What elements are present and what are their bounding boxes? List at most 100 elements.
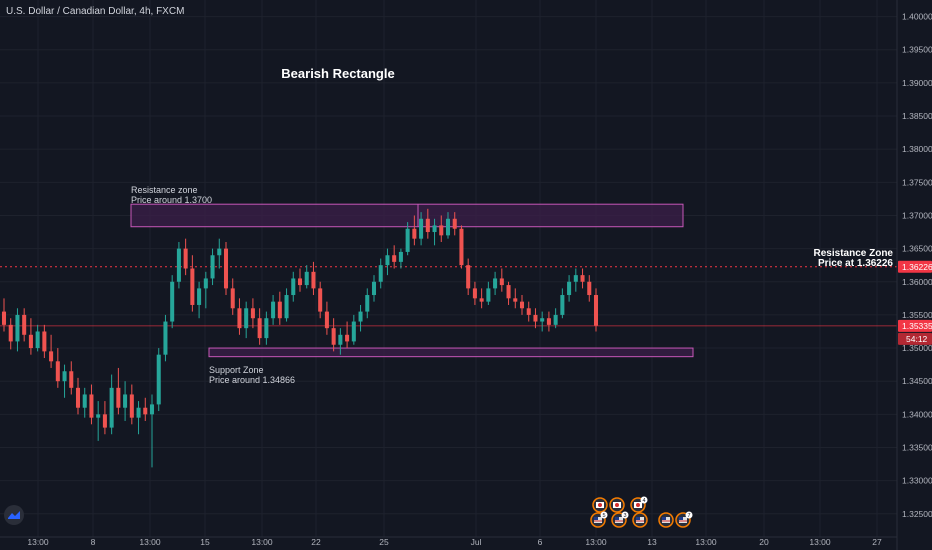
candle: [459, 225, 464, 269]
flag-us-icon[interactable]: 5: [590, 511, 608, 528]
candle: [311, 261, 316, 296]
candle: [553, 308, 558, 329]
candle: [8, 318, 13, 350]
candle: [237, 298, 242, 335]
candle: [109, 374, 114, 435]
candle: [28, 318, 33, 355]
candle: [533, 308, 538, 329]
current-price-badge[interactable]: 1.35335: [898, 319, 932, 332]
price-tick-label: 1.32500: [902, 509, 932, 519]
price-tick-label: 1.39500: [902, 45, 932, 55]
time-tick-label: 13:00: [27, 537, 49, 547]
candle: [385, 248, 390, 276]
time-tick-label: 13:00: [139, 537, 161, 547]
candle: [493, 271, 498, 296]
time-tick-label: 6: [538, 537, 543, 547]
flag-ca-icon[interactable]: [609, 497, 625, 513]
time-tick-label: 13: [647, 537, 657, 547]
price-tick-label: 1.38000: [902, 144, 932, 154]
logo-glyph: [8, 511, 20, 519]
flag-us-icon[interactable]: [658, 512, 674, 528]
event-count-badge: 3: [623, 513, 626, 519]
price-tick-label: 1.40000: [902, 12, 932, 22]
time-tick-label: 27: [872, 537, 882, 547]
time-tick-label: 13:00: [251, 537, 273, 547]
candle: [358, 304, 363, 332]
time-tick-label: 22: [311, 537, 321, 547]
candle: [324, 301, 329, 335]
flag-us-icon[interactable]: 7: [675, 511, 693, 528]
resistance-zone-price-label[interactable]: Price around 1.3700: [131, 195, 212, 205]
economic-events[interactable]: 4 5 3 7: [590, 496, 693, 528]
flag-us-icon[interactable]: 3: [611, 511, 629, 528]
candle: [519, 295, 525, 315]
candle: [479, 288, 484, 309]
candle: [197, 281, 202, 319]
countdown-text: 54:12: [906, 334, 928, 344]
support-zone-rect[interactable]: [208, 347, 694, 358]
candle: [593, 288, 599, 332]
tradingview-logo-icon[interactable]: [4, 505, 24, 525]
candle: [123, 381, 128, 421]
time-tick-label: 8: [91, 537, 96, 547]
candle: [472, 281, 477, 305]
candle: [136, 401, 141, 435]
candle: [466, 258, 471, 296]
candle: [398, 248, 403, 269]
candle: [176, 241, 181, 289]
time-tick-label: 25: [379, 537, 389, 547]
candle: [365, 288, 370, 319]
flag-ca-icon[interactable]: [592, 497, 608, 513]
price-tick-label: 1.33500: [902, 443, 932, 453]
candle: [297, 268, 303, 292]
price-scale[interactable]: 1.40000 1.39500 1.39000 1.38500 1.38000 1.375…: [896, 0, 932, 550]
flag-ca-icon[interactable]: 4: [630, 496, 648, 513]
candle: [271, 295, 276, 325]
candle: [392, 245, 397, 269]
candle: [486, 281, 491, 305]
price-tick-label: 1.39000: [902, 78, 932, 88]
bar-countdown: 54:12: [898, 332, 932, 345]
candle: [250, 298, 255, 329]
resistance-zone-label[interactable]: Resistance zone: [131, 185, 198, 195]
candle: [580, 268, 585, 289]
symbol-title[interactable]: U.S. Dollar / Canadian Dollar, 4h, FXCM: [6, 6, 185, 17]
candle: [506, 281, 511, 305]
candle: [217, 238, 222, 269]
time-tick-label: 13:00: [585, 537, 607, 547]
candle: [338, 328, 343, 355]
time-tick-label: 13:00: [809, 537, 831, 547]
price-tick-label: 1.33000: [902, 476, 932, 486]
flag-us-icon[interactable]: [632, 512, 648, 528]
price-tick-label: 1.36000: [902, 277, 932, 287]
candle: [546, 311, 551, 332]
candle: [445, 212, 451, 239]
candle: [1, 298, 7, 332]
resistance-zone-rect[interactable]: [130, 203, 684, 228]
candle: [55, 348, 60, 388]
candle: [244, 301, 249, 339]
support-zone-price-label[interactable]: Price around 1.34866: [209, 375, 295, 385]
price-tick-label: 1.35500: [902, 310, 932, 320]
candle: [284, 288, 289, 322]
resistance-level-price-label[interactable]: Price at 1.36226: [818, 258, 893, 269]
candle: [210, 248, 215, 286]
candle: [96, 401, 101, 441]
price-tick-label: 1.34500: [902, 376, 932, 386]
candle: [371, 275, 377, 302]
level-price-badge[interactable]: 1.36226: [898, 260, 932, 273]
chart-title-annotation[interactable]: Bearish Rectangle: [281, 66, 394, 81]
price-tick-label: 1.38500: [902, 111, 932, 121]
time-axis[interactable]: 13:00 8 13:00 15 13:00 22 25 Jul 6 13:00 13 13:00 20…: [0, 536, 897, 547]
event-count-badge: 4: [642, 498, 645, 504]
resistance-level-label[interactable]: Resistance Zone: [814, 248, 894, 259]
candle: [425, 208, 430, 239]
candle: [412, 215, 417, 246]
support-zone-label[interactable]: Support Zone: [209, 365, 264, 375]
candle: [277, 291, 282, 325]
level-price-badge-text: 1.36226: [902, 262, 932, 272]
price-tick-label: 1.37500: [902, 177, 932, 187]
candle: [22, 308, 27, 342]
candle: [452, 212, 457, 236]
